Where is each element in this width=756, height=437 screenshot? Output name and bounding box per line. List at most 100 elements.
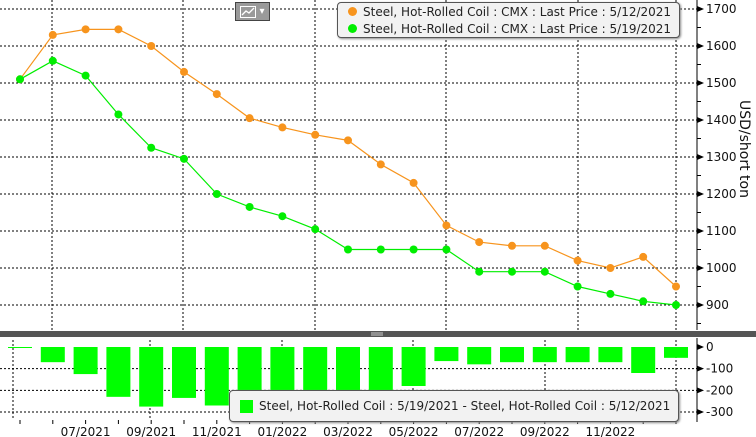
data-point (278, 212, 287, 221)
data-point (311, 130, 320, 139)
green-dot-icon (348, 24, 357, 33)
legend-item: Steel, Hot-Rolled Coil : CMX : Last Pric… (338, 20, 679, 37)
legend-label: Steel, Hot-Rolled Coil : CMX : Last Pric… (363, 21, 672, 36)
y-tick-label: -300 (706, 405, 733, 419)
data-point (409, 178, 418, 187)
bar (434, 347, 459, 362)
line-chart-icon (240, 5, 257, 18)
y-tick-label: 1600 (706, 39, 737, 53)
data-point (540, 241, 549, 250)
y-tick-label: 1500 (706, 76, 737, 90)
x-tick-label: 09/2022 (520, 425, 570, 437)
data-point (475, 238, 484, 247)
data-point (376, 160, 385, 169)
tick-marker (697, 409, 704, 415)
bar (598, 347, 623, 363)
y-tick-label: 1100 (706, 224, 737, 238)
y-tick-label: 0 (706, 340, 714, 354)
y-tick-label: -200 (706, 383, 733, 397)
data-point (278, 123, 287, 132)
data-point (81, 25, 90, 34)
data-point (344, 136, 352, 145)
green-square-icon (240, 399, 253, 413)
bar (172, 347, 196, 398)
bar (40, 347, 65, 363)
bar (106, 347, 131, 397)
data-point (245, 114, 254, 123)
bar (664, 347, 688, 358)
y-axis-label: USD/short ton (736, 100, 752, 198)
data-point (48, 56, 57, 65)
y-tick-label: 900 (706, 298, 729, 312)
bar (631, 347, 656, 373)
tick-marker (697, 117, 704, 123)
chevron-down-icon: ▾ (259, 6, 265, 17)
bar (500, 347, 524, 363)
bar (467, 347, 492, 365)
data-point (344, 245, 352, 254)
tick-marker (697, 344, 704, 350)
tick-marker (697, 80, 704, 86)
data-point (114, 25, 123, 34)
data-point (606, 289, 615, 298)
tick-marker (697, 365, 704, 372)
bar (565, 347, 590, 363)
x-tick-label: 11/2022 (585, 425, 635, 437)
x-tick-label: 11/2021 (192, 425, 242, 437)
data-point (16, 75, 24, 84)
chart-type-button[interactable]: ▾ (235, 2, 270, 21)
panel-divider (0, 331, 756, 337)
data-point (114, 110, 123, 119)
data-point (311, 225, 320, 234)
tick-marker (697, 154, 704, 160)
top-legend: Steel, Hot-Rolled Coil : CMX : Last Pric… (337, 2, 681, 38)
data-point (212, 190, 221, 198)
x-tick-label: 07/2022 (454, 425, 504, 437)
orange-dot-icon (348, 7, 357, 16)
data-point (245, 202, 254, 211)
data-point (508, 267, 516, 276)
tick-marker (697, 302, 704, 308)
tick-marker (697, 191, 704, 197)
data-point (639, 297, 648, 306)
legend-item: Steel, Hot-Rolled Coil : 5/19/2021 - Ste… (230, 398, 678, 415)
legend-label: Steel, Hot-Rolled Coil : 5/19/2021 - Ste… (259, 399, 671, 413)
data-point (475, 267, 484, 276)
bar (368, 347, 393, 397)
y-tick-label: 1000 (706, 261, 737, 275)
tick-marker (697, 228, 704, 234)
data-point (573, 256, 582, 265)
data-point (212, 90, 221, 99)
bar (532, 347, 557, 363)
y-tick-label: 1300 (706, 150, 737, 164)
bar (139, 347, 164, 407)
x-tick-label: 07/2021 (61, 425, 111, 437)
data-point (639, 252, 648, 261)
x-tick-label: 01/2022 (257, 425, 307, 437)
bottom-legend: Steel, Hot-Rolled Coil : 5/19/2021 - Ste… (229, 390, 680, 422)
data-point (573, 282, 582, 291)
y-tick-label: -100 (706, 362, 733, 376)
data-point (376, 245, 385, 254)
data-point (147, 143, 156, 152)
data-point (48, 30, 57, 39)
data-point (180, 67, 188, 76)
tick-marker (697, 43, 704, 49)
data-point (606, 264, 615, 272)
tick-marker (697, 6, 704, 12)
data-point (147, 42, 156, 50)
bar (8, 347, 32, 348)
y-tick-label: 1400 (706, 113, 737, 127)
legend-label: Steel, Hot-Rolled Coil : CMX : Last Pric… (363, 4, 672, 19)
x-tick-label: 03/2022 (323, 425, 373, 437)
y-tick-label: 1200 (706, 187, 737, 201)
data-point (508, 241, 516, 250)
data-point (540, 267, 549, 276)
tick-marker (697, 265, 704, 271)
bar (204, 347, 229, 406)
data-point (672, 282, 680, 291)
x-tick-label: 09/2021 (126, 425, 176, 437)
x-tick-label: 05/2022 (389, 425, 439, 437)
bar (73, 347, 98, 375)
